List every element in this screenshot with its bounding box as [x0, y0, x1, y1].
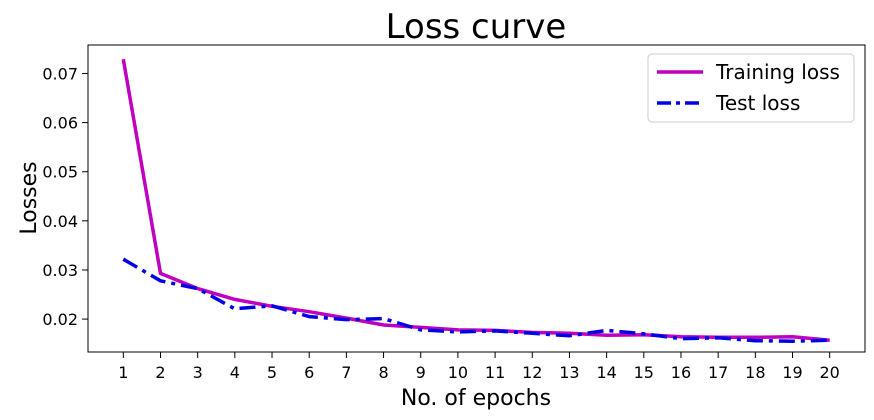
y-tick-label: 0.06: [42, 114, 78, 133]
series-line-test-loss: [122, 257, 830, 343]
x-tick-label: 18: [745, 363, 765, 382]
x-tick-label: 2: [155, 363, 165, 382]
y-tick-label: 0.07: [42, 64, 78, 83]
y-tick-label: 0.03: [42, 261, 78, 280]
y-tick-label: 0.05: [42, 163, 78, 182]
y-tick-label: 0.02: [42, 310, 78, 329]
x-tick-label: 15: [634, 363, 654, 382]
x-tick-label: 5: [267, 363, 277, 382]
y-axis-ticks: 0.02 0.03 0.04 0.05 0.06 0.07: [42, 64, 88, 329]
x-tick-label: 14: [596, 363, 616, 382]
y-tick-label: 0.04: [42, 212, 78, 231]
legend-label: Test loss: [715, 91, 800, 115]
x-tick-label: 12: [522, 363, 542, 382]
x-tick-label: 7: [341, 363, 351, 382]
x-tick-label: 1: [118, 363, 128, 382]
series-line-training-loss: [121, 58, 830, 342]
x-tick-label: 8: [378, 363, 388, 382]
y-axis-label: Losses: [17, 161, 42, 234]
x-tick-label: 4: [230, 363, 240, 382]
legend-label: Training loss: [715, 60, 840, 84]
chart-title: Loss curve: [386, 7, 567, 47]
x-tick-label: 9: [416, 363, 426, 382]
x-axis-label: No. of epochs: [401, 386, 551, 411]
x-tick-label: 16: [671, 363, 691, 382]
x-tick-label: 6: [304, 363, 314, 382]
x-tick-label: 20: [820, 363, 840, 382]
legend: Training loss Test loss: [647, 53, 855, 123]
x-tick-label: 19: [782, 363, 802, 382]
x-tick-label: 17: [708, 363, 728, 382]
x-tick-label: 13: [559, 363, 579, 382]
x-tick-label: 10: [448, 363, 468, 382]
series-layer: [121, 58, 830, 343]
x-axis-ticks: 1 2 3 4 5 6 7 8 9 10 11 12 13 14 15 16 17 18 19 20: [118, 352, 840, 382]
x-tick-label: 3: [193, 363, 203, 382]
x-tick-label: 11: [485, 363, 505, 382]
